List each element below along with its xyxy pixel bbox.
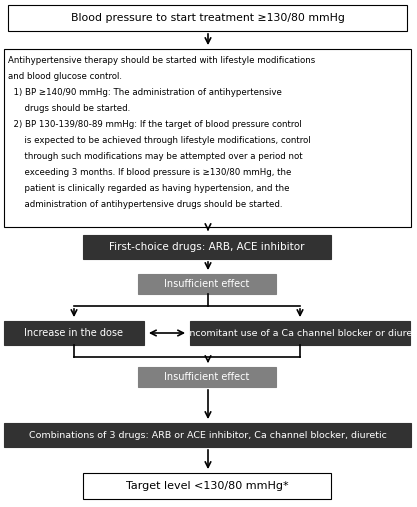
Text: drugs should be started.: drugs should be started.	[8, 104, 130, 113]
FancyBboxPatch shape	[4, 423, 411, 447]
FancyBboxPatch shape	[138, 274, 276, 294]
FancyBboxPatch shape	[8, 5, 407, 31]
Text: Blood pressure to start treatment ≥130/80 mmHg: Blood pressure to start treatment ≥130/8…	[70, 13, 344, 23]
FancyBboxPatch shape	[4, 49, 411, 227]
FancyBboxPatch shape	[83, 235, 331, 259]
Text: Concomitant use of a Ca channel blocker or diuretic: Concomitant use of a Ca channel blocker …	[176, 329, 417, 338]
Text: Antihypertensive therapy should be started with lifestyle modifications: Antihypertensive therapy should be start…	[8, 56, 315, 65]
FancyBboxPatch shape	[190, 321, 410, 345]
Text: Increase in the dose: Increase in the dose	[25, 328, 123, 338]
Text: First-choice drugs: ARB, ACE inhibitor: First-choice drugs: ARB, ACE inhibitor	[109, 242, 305, 252]
Text: administration of antihypertensive drugs should be started.: administration of antihypertensive drugs…	[8, 200, 282, 209]
FancyBboxPatch shape	[83, 473, 331, 499]
FancyBboxPatch shape	[4, 321, 144, 345]
Text: exceeding 3 months. If blood pressure is ≥130/80 mmHg, the: exceeding 3 months. If blood pressure is…	[8, 168, 291, 177]
Text: 1) BP ≥140/90 mmHg: The administration of antihypertensive: 1) BP ≥140/90 mmHg: The administration o…	[8, 88, 282, 97]
Text: through such modifications may be attempted over a period not: through such modifications may be attemp…	[8, 152, 303, 161]
Text: and blood glucose control.: and blood glucose control.	[8, 72, 122, 81]
Text: Insufficient effect: Insufficient effect	[164, 372, 250, 382]
Text: Combinations of 3 drugs: ARB or ACE inhibitor, Ca channel blocker, diuretic: Combinations of 3 drugs: ARB or ACE inhi…	[28, 430, 387, 440]
Text: Target level <130/80 mmHg*: Target level <130/80 mmHg*	[126, 481, 288, 491]
Text: patient is clinically regarded as having hypertension, and the: patient is clinically regarded as having…	[8, 184, 289, 193]
Text: Insufficient effect: Insufficient effect	[164, 279, 250, 289]
FancyBboxPatch shape	[138, 367, 276, 387]
Text: is expected to be achieved through lifestyle modifications, control: is expected to be achieved through lifes…	[8, 136, 311, 145]
Text: 2) BP 130-139/80-89 mmHg: If the target of blood pressure control: 2) BP 130-139/80-89 mmHg: If the target …	[8, 120, 302, 129]
